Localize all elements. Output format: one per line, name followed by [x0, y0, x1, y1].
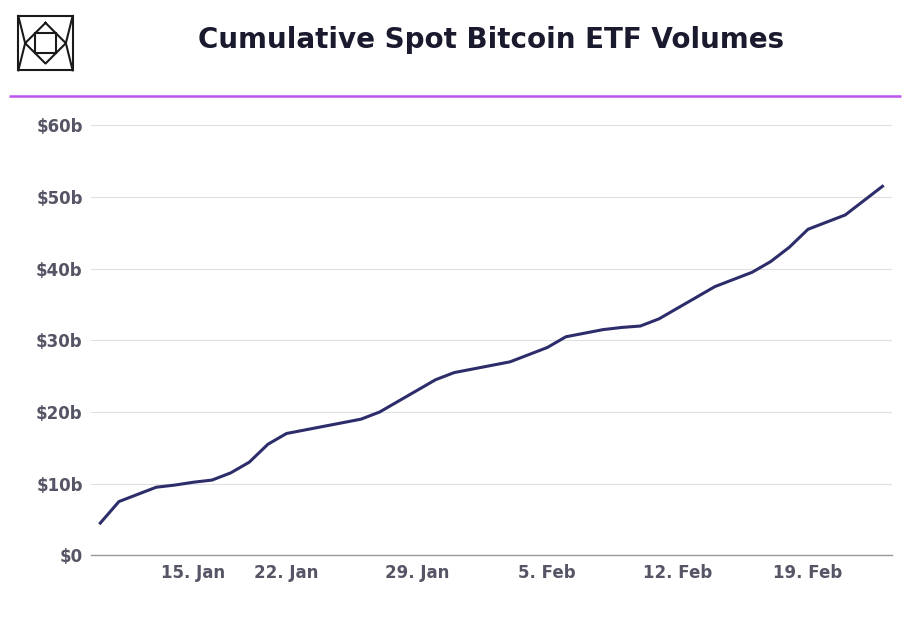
Bar: [35, 33, 56, 54]
Text: Cumulative Spot Bitcoin ETF Volumes: Cumulative Spot Bitcoin ETF Volumes: [198, 26, 784, 54]
Bar: [18, 16, 73, 70]
